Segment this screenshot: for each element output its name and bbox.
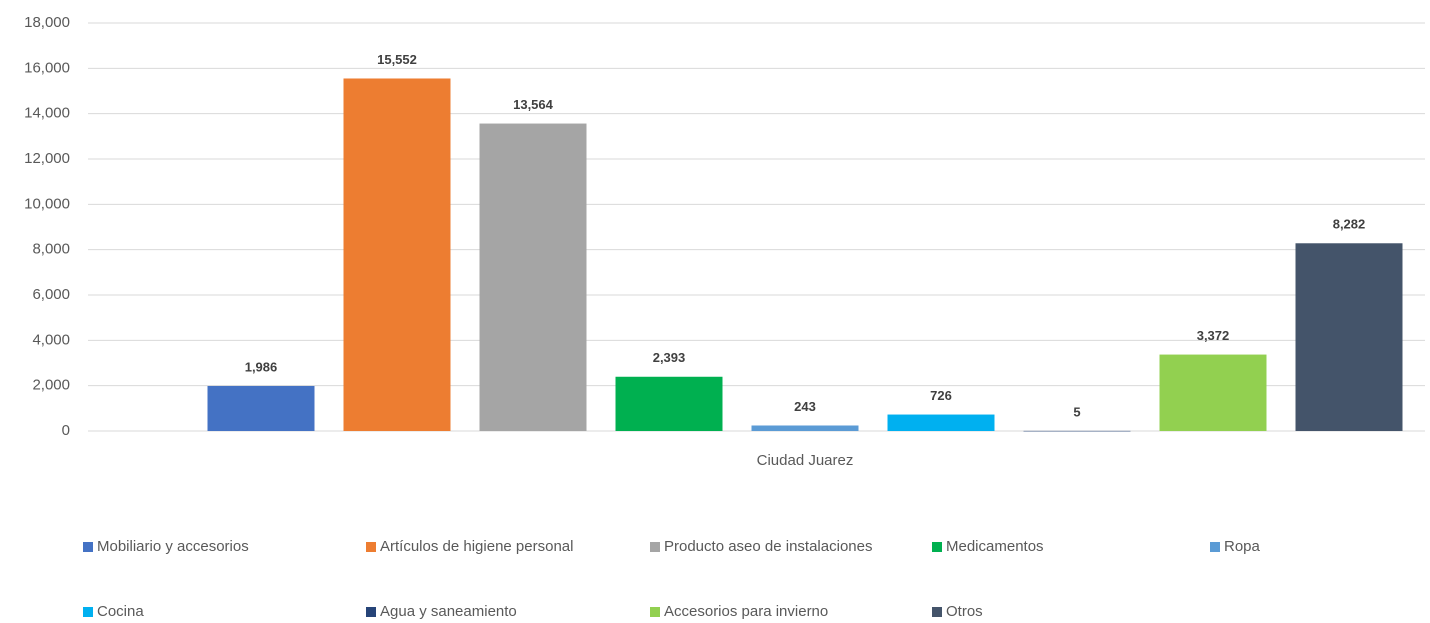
data-label: 1,986 xyxy=(245,359,278,374)
y-tick-label: 6,000 xyxy=(32,286,70,303)
bar xyxy=(343,78,451,431)
legend-swatch xyxy=(366,542,376,552)
bar xyxy=(1159,354,1267,431)
y-tick-label: 14,000 xyxy=(24,105,70,122)
bar xyxy=(751,425,859,431)
bar xyxy=(887,414,995,431)
legend-label: Medicamentos xyxy=(946,538,1044,555)
legend-swatch xyxy=(1210,542,1220,552)
legend-label: Cocina xyxy=(97,603,144,620)
y-tick-label: 10,000 xyxy=(24,195,70,212)
data-label: 726 xyxy=(930,388,952,403)
data-label: 15,552 xyxy=(377,52,417,67)
legend-label: Agua y saneamiento xyxy=(380,603,517,620)
legend-label: Otros xyxy=(946,603,983,620)
data-label: 2,393 xyxy=(653,350,686,365)
bar xyxy=(1023,430,1131,432)
legend-swatch xyxy=(366,607,376,617)
bar xyxy=(1295,243,1403,431)
data-label: 243 xyxy=(794,399,816,414)
legend-swatch xyxy=(932,607,942,617)
data-label: 5 xyxy=(1073,404,1080,419)
legend-label: Producto aseo de instalaciones xyxy=(664,538,872,555)
data-label: 8,282 xyxy=(1333,217,1366,232)
data-label: 13,564 xyxy=(513,97,554,112)
bar xyxy=(615,376,723,431)
y-tick-label: 16,000 xyxy=(24,59,70,76)
x-tick-label: Ciudad Juarez xyxy=(757,452,854,469)
legend-swatch xyxy=(932,542,942,552)
legend-label: Mobiliario y accesorios xyxy=(97,538,249,555)
legend-swatch xyxy=(650,542,660,552)
legend-swatch xyxy=(83,542,93,552)
legend-swatch xyxy=(650,607,660,617)
bar xyxy=(207,385,315,431)
y-tick-label: 8,000 xyxy=(32,241,70,258)
y-tick-label: 4,000 xyxy=(32,331,70,348)
y-tick-label: 2,000 xyxy=(32,377,70,394)
legend-swatch xyxy=(83,607,93,617)
y-tick-label: 18,000 xyxy=(24,14,70,31)
legend-label: Ropa xyxy=(1224,538,1261,555)
data-label: 3,372 xyxy=(1197,328,1230,343)
legend-label: Accesorios para invierno xyxy=(664,603,828,620)
bar xyxy=(479,123,587,432)
legend-label: Artículos de higiene personal xyxy=(380,538,573,555)
y-tick-label: 12,000 xyxy=(24,150,70,167)
y-tick-label: 0 xyxy=(62,422,70,439)
